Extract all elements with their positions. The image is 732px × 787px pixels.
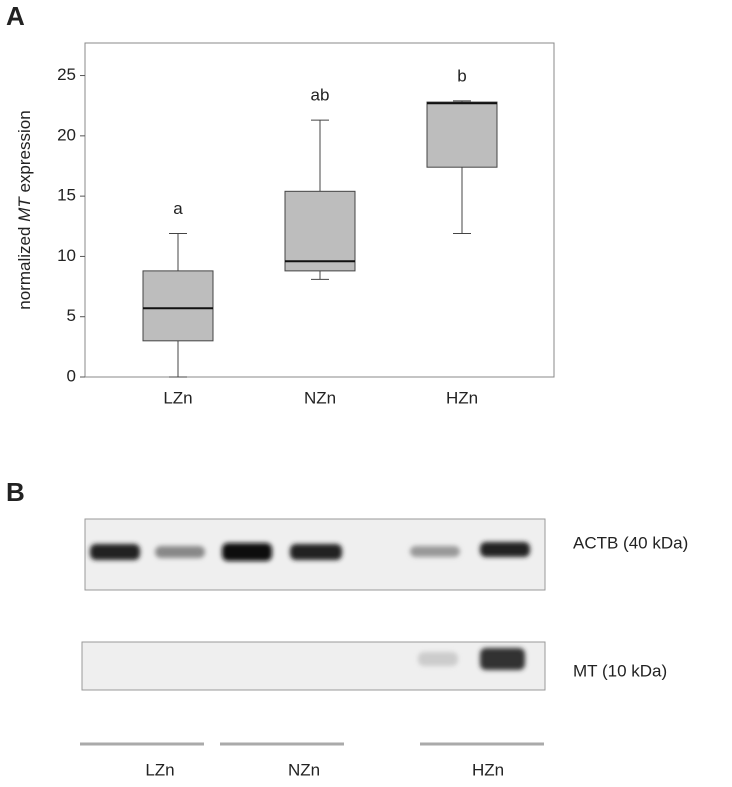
y-axis-label: normalized MT expression (15, 110, 34, 309)
significance-letter: ab (311, 86, 330, 105)
gel-strip (81, 641, 546, 691)
western-blot: B ACTB (40 kDa) MT (10 kDa) LZn NZn HZn (6, 477, 688, 780)
x-tick-label: NZn (304, 388, 336, 407)
panel-label: A (6, 1, 25, 31)
panel-label: B (6, 477, 25, 507)
x-tick-label: HZn (446, 388, 478, 407)
lane-group-label: LZn (145, 760, 174, 779)
y-tick-label: 15 (57, 186, 76, 205)
lane-group-label: NZn (288, 760, 320, 779)
y-tick-label: 20 (57, 125, 76, 144)
band-label: ACTB (40 kDa) (573, 533, 688, 552)
box (284, 190, 356, 272)
box (426, 101, 498, 168)
y-label-part: normalized (15, 227, 34, 310)
y-tick-label: 5 (67, 306, 76, 325)
x-tick-label: LZn (163, 388, 192, 407)
actb-bands (90, 542, 530, 561)
y-tick-label: 0 (67, 366, 76, 385)
significance-letter: b (457, 66, 466, 85)
band-label: MT (10 kDa) (573, 661, 667, 680)
lane-group-label: HZn (472, 760, 504, 779)
y-label-part: expression (15, 110, 34, 192)
y-tick-label: 25 (57, 65, 76, 84)
y-label-gene: MT (15, 196, 34, 222)
mt-bands (418, 648, 525, 670)
box (142, 270, 214, 342)
significance-letter: a (173, 199, 183, 218)
y-tick-label: 10 (57, 246, 76, 265)
